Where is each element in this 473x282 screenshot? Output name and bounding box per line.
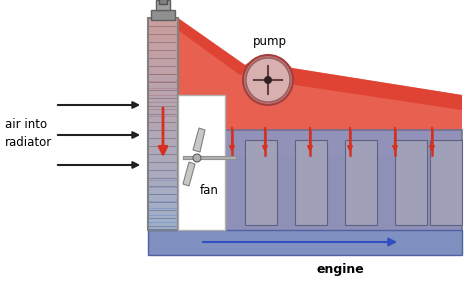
Bar [220, 146, 462, 151]
Bar [220, 219, 462, 224]
Bar [149, 39, 177, 46]
Bar [220, 162, 462, 167]
Bar [149, 222, 177, 230]
Bar [149, 81, 177, 89]
Bar [149, 152, 177, 159]
Bar [178, 95, 225, 230]
Bar [220, 182, 462, 188]
Bar [149, 116, 177, 124]
Text: pump: pump [253, 35, 287, 48]
Bar [220, 172, 462, 177]
Text: fan: fan [200, 184, 219, 197]
Polygon shape [183, 162, 195, 186]
Bar [149, 215, 177, 223]
Bar [149, 145, 177, 152]
Bar [149, 102, 177, 110]
Bar [151, 10, 175, 20]
Bar [295, 140, 327, 225]
Bar [149, 131, 177, 138]
Polygon shape [148, 18, 462, 110]
Bar [149, 187, 177, 195]
Bar [156, 0, 170, 10]
Bar [220, 151, 462, 156]
Bar [149, 74, 177, 81]
Bar [149, 109, 177, 117]
Bar [220, 156, 462, 162]
Bar [220, 135, 462, 140]
Circle shape [243, 55, 293, 105]
Bar [149, 166, 177, 173]
Bar [220, 198, 462, 204]
Bar [220, 214, 462, 219]
Text: engine: engine [316, 263, 364, 276]
Bar [148, 18, 178, 230]
Bar [149, 124, 177, 131]
Bar [220, 193, 462, 198]
Bar [220, 230, 462, 235]
Bar [149, 138, 177, 145]
Bar [149, 159, 177, 166]
Bar [220, 177, 462, 182]
Bar [220, 224, 462, 230]
Bar [149, 95, 177, 103]
Text: air into
radiator: air into radiator [5, 118, 52, 149]
Bar [220, 209, 462, 214]
Bar [395, 140, 427, 225]
Bar [149, 208, 177, 216]
Bar [245, 140, 277, 225]
Bar [149, 32, 177, 39]
Bar [220, 130, 462, 235]
Bar [149, 53, 177, 60]
Bar [220, 140, 462, 146]
Bar [148, 230, 462, 255]
Bar [345, 140, 377, 225]
Bar [149, 173, 177, 180]
Bar [220, 204, 462, 209]
Circle shape [246, 58, 290, 102]
Bar [149, 88, 177, 96]
Bar [430, 140, 462, 225]
Bar [149, 180, 177, 188]
Bar [220, 167, 462, 172]
Bar [149, 201, 177, 209]
Circle shape [193, 154, 201, 162]
Bar [149, 25, 177, 32]
Bar [220, 130, 462, 135]
Polygon shape [148, 18, 462, 195]
Bar [159, 0, 167, 4]
Circle shape [264, 76, 272, 84]
Bar [149, 60, 177, 67]
Polygon shape [193, 128, 205, 152]
Bar [149, 194, 177, 202]
Bar [149, 67, 177, 74]
Bar [149, 46, 177, 53]
Bar [220, 188, 462, 193]
Bar [149, 17, 177, 25]
